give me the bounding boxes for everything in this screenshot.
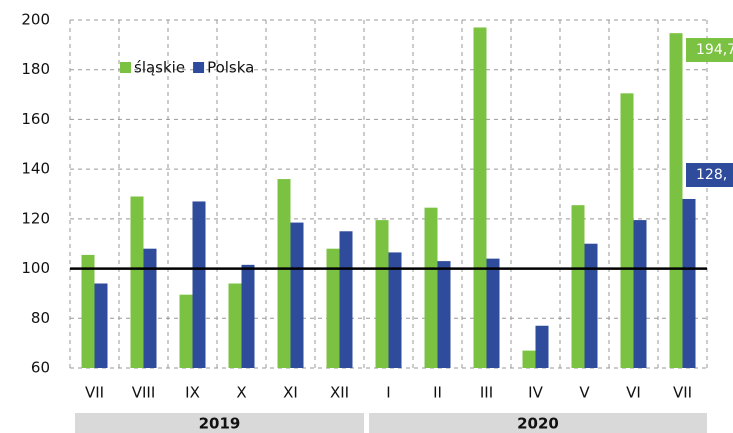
y-tick-label: 140 <box>21 160 50 178</box>
bar <box>486 258 500 368</box>
bar <box>388 252 402 368</box>
x-tick-label: IX <box>185 384 200 402</box>
bar <box>241 264 255 368</box>
bar <box>179 294 193 368</box>
bar <box>277 179 291 368</box>
y-tick-label: 180 <box>21 60 50 78</box>
x-tick-label: VII <box>673 384 692 402</box>
bar <box>192 201 206 368</box>
bar <box>584 243 598 368</box>
bar <box>669 33 683 368</box>
bar <box>633 220 647 368</box>
bar <box>94 283 108 368</box>
bar <box>620 93 634 368</box>
bar <box>375 220 389 368</box>
value-label-box <box>686 163 733 187</box>
x-tick-label: V <box>579 384 590 402</box>
bar <box>473 27 487 368</box>
legend-label: śląskie <box>134 59 185 77</box>
bar <box>81 254 95 368</box>
x-tick-label: VI <box>626 384 641 402</box>
bar <box>290 222 304 368</box>
bar <box>424 207 438 368</box>
bar <box>130 196 144 368</box>
y-tick-label: 120 <box>21 209 50 227</box>
bar <box>339 231 353 368</box>
bar <box>228 283 242 368</box>
bar <box>437 261 451 368</box>
legend-swatch <box>120 62 131 73</box>
x-tick-label: XII <box>330 384 349 402</box>
x-tick-label: IV <box>528 384 543 402</box>
bar <box>143 248 157 368</box>
year-band <box>369 413 707 433</box>
y-tick-label: 100 <box>21 259 50 277</box>
year-band <box>75 413 364 433</box>
year-label: 2020 <box>517 415 559 433</box>
y-tick-label: 160 <box>21 110 50 128</box>
value-label-box <box>686 38 733 62</box>
legend-swatch <box>193 62 205 73</box>
y-tick-label: 60 <box>31 359 50 377</box>
x-tick-label: I <box>386 384 390 402</box>
x-tick-label: XI <box>283 384 298 402</box>
legend-label: Polska <box>207 59 254 77</box>
x-tick-label: VIII <box>132 384 156 402</box>
bar <box>682 198 696 368</box>
year-label: 2019 <box>199 415 241 433</box>
y-tick-label: 200 <box>21 11 50 29</box>
x-tick-label: X <box>236 384 246 402</box>
bar <box>326 248 340 368</box>
value-label: 194,7 <box>696 42 733 58</box>
x-tick-label: II <box>433 384 442 402</box>
value-label: 128, <box>696 167 727 183</box>
bar <box>571 205 585 368</box>
x-tick-label: III <box>480 384 493 402</box>
x-tick-label: VII <box>85 384 104 402</box>
bar <box>535 325 549 368</box>
y-tick-label: 80 <box>31 309 50 327</box>
bar <box>522 350 536 368</box>
